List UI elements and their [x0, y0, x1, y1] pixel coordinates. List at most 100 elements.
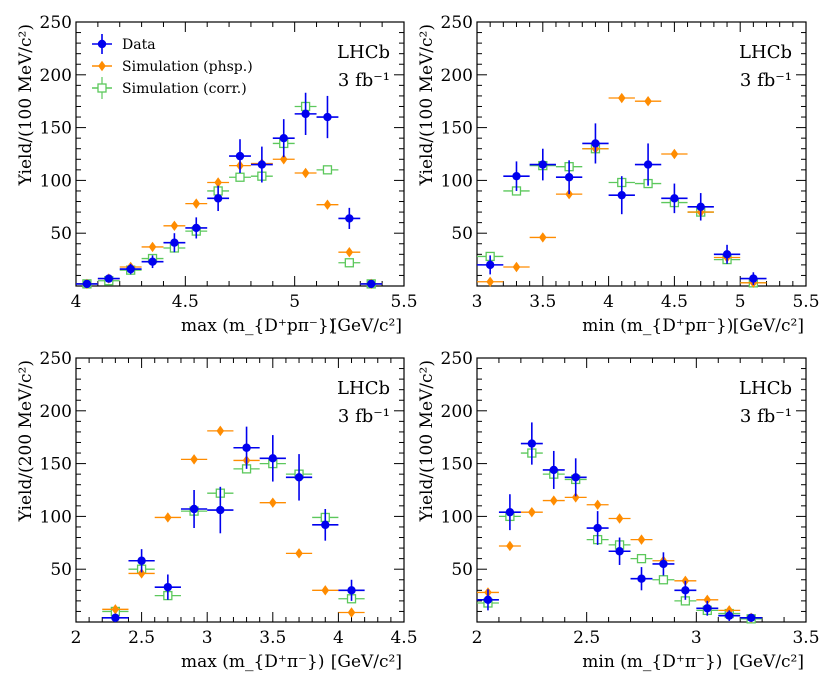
x-tick-label: 4 — [333, 628, 344, 648]
data-point-phsp — [137, 568, 146, 579]
y-tick-label: 100 — [40, 507, 72, 527]
data-point-data — [268, 454, 277, 463]
data-point-data — [722, 250, 732, 259]
y-axis-label: Yield/(200 MeV/c²) — [16, 360, 36, 522]
x-axis-label: max (m_{D⁺π⁻}) — [181, 652, 325, 672]
y-tick-label: 50 — [50, 560, 72, 580]
y-axis-label: Yield/(100 MeV/c²) — [417, 24, 437, 186]
x-tick-label: 2 — [71, 628, 82, 648]
series-phsp — [477, 92, 767, 289]
data-point-phsp — [170, 220, 179, 232]
y-tick-label: 250 — [441, 13, 473, 33]
data-point-data — [126, 264, 135, 274]
data-point-phsp — [670, 148, 679, 160]
data-point-data — [347, 586, 356, 595]
y-tick-label: 200 — [441, 66, 473, 86]
data-point-phsp — [644, 96, 652, 107]
data-point-phsp — [323, 199, 332, 210]
data-point-data — [137, 556, 146, 565]
data-point-data — [549, 465, 558, 475]
data-point-data — [670, 194, 679, 203]
data-point-data — [111, 613, 120, 622]
data-point-data — [192, 223, 201, 233]
y-tick-label: 250 — [40, 13, 72, 33]
data-point-data — [321, 520, 330, 530]
x-axis-unit: [GeV/c²] — [733, 316, 804, 336]
x-axis-unit: [GeV/c²] — [331, 652, 402, 672]
data-point-data — [681, 586, 690, 595]
data-point-phsp — [321, 585, 330, 596]
x-tick-label: 2 — [472, 628, 483, 648]
data-point-phsp — [347, 607, 356, 618]
y-tick-label: 200 — [40, 402, 72, 422]
data-point-data — [189, 504, 199, 514]
data-point-data — [746, 613, 756, 622]
y-axis-label: Yield/(100 MeV/c²) — [417, 360, 437, 522]
data-point-data — [323, 112, 332, 122]
data-point-corr — [344, 258, 354, 268]
data-point-data — [163, 582, 173, 592]
y-tick-label: 100 — [40, 171, 72, 191]
data-point-data — [148, 257, 157, 266]
data-point-phsp — [637, 534, 646, 545]
data-point-phsp — [549, 495, 558, 506]
y-tick-label: 50 — [451, 224, 473, 244]
x-tick-label: 4.5 — [661, 292, 688, 312]
luminosity-label: 3 fb⁻¹ — [338, 406, 390, 427]
data-point-phsp — [214, 177, 222, 188]
x-tick-label: 5.5 — [390, 292, 417, 312]
data-point-data — [485, 260, 495, 270]
data-point-data — [696, 202, 705, 211]
data-point-phsp — [216, 425, 225, 437]
data-point-phsp — [615, 513, 624, 524]
data-point-data — [564, 173, 574, 182]
data-point-phsp — [190, 454, 198, 465]
data-point-data — [294, 473, 304, 482]
data-point-data — [279, 133, 288, 143]
x-tick-label: 4.5 — [390, 628, 417, 648]
data-point-data — [213, 194, 223, 203]
x-tick-label: 3.5 — [792, 628, 819, 648]
y-tick-label: 250 — [40, 349, 72, 369]
data-point-phsp — [345, 247, 354, 258]
plot-frame — [75, 21, 405, 287]
y-tick-label: 150 — [441, 119, 473, 139]
legend-marker — [97, 83, 107, 93]
data-point-phsp — [486, 276, 494, 287]
data-point-phsp — [279, 154, 288, 165]
data-point-phsp — [539, 232, 547, 243]
plot-frame — [476, 21, 807, 287]
y-axis-label: Yield/(100 MeV/c²) — [16, 24, 36, 186]
y-tick-label: 200 — [40, 66, 72, 86]
data-point-phsp — [111, 604, 120, 615]
data-point-data — [615, 547, 624, 556]
data-point-data — [659, 559, 668, 569]
data-point-corr — [658, 575, 669, 585]
data-point-phsp — [269, 497, 277, 508]
y-tick-label: 50 — [50, 224, 72, 244]
data-point-data — [512, 171, 521, 181]
y-tick-label: 50 — [451, 560, 473, 580]
x-axis-label: min (m_{D⁺pπ⁻}) — [582, 316, 733, 336]
y-tick-label: 150 — [40, 455, 72, 475]
data-point-data — [725, 611, 734, 620]
x-tick-label: 4 — [603, 292, 614, 312]
legend-label: Data — [122, 37, 156, 53]
data-point-data — [104, 274, 114, 283]
data-point-data — [301, 109, 310, 119]
x-tick-label: 5.5 — [792, 292, 819, 312]
x-axis-unit: [GeV/c²] — [733, 652, 804, 672]
x-tick-label: 3.5 — [259, 628, 286, 648]
data-point-data — [242, 443, 251, 452]
series-corr — [76, 101, 383, 289]
data-point-data — [749, 274, 758, 283]
experiment-label: LHCb — [739, 378, 792, 399]
luminosity-label: 3 fb⁻¹ — [740, 70, 792, 91]
data-point-corr — [322, 165, 333, 175]
data-point-phsp — [512, 261, 521, 273]
data-point-data — [216, 505, 225, 515]
data-point-phsp — [593, 499, 602, 510]
experiment-label: LHCb — [739, 42, 792, 63]
